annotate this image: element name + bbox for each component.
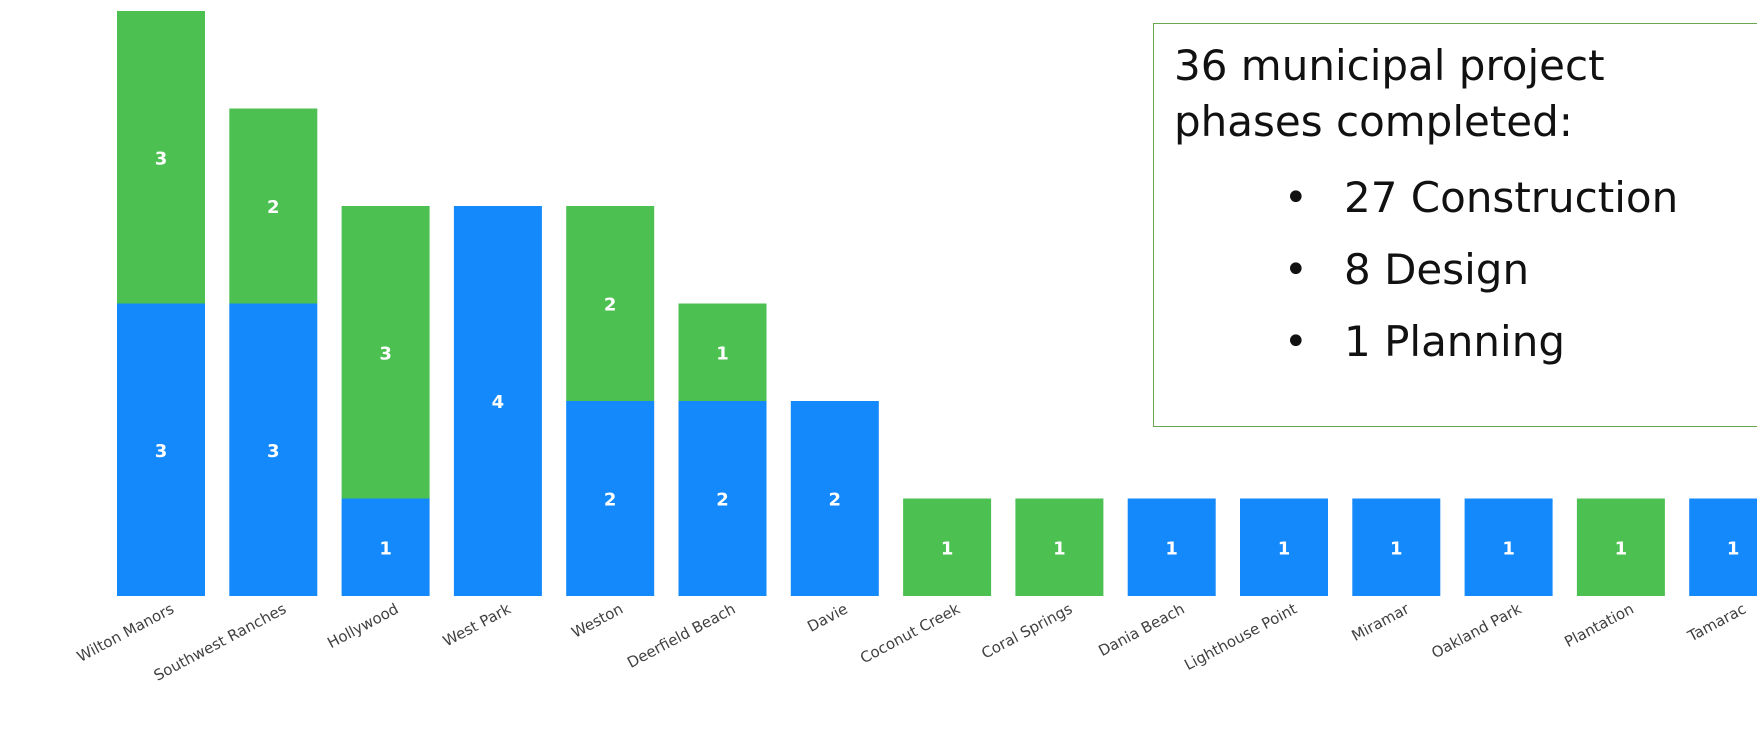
callout-item-label: 1 Planning bbox=[1344, 317, 1565, 366]
callout-item-construction: • 27 Construction bbox=[1284, 162, 1757, 234]
bar-segment bbox=[903, 498, 992, 596]
data-label: 1 bbox=[1727, 538, 1740, 559]
data-label: 1 bbox=[1502, 538, 1515, 559]
callout-item-label: 8 Design bbox=[1344, 245, 1530, 294]
data-label: 2 bbox=[604, 295, 617, 316]
bullet-icon: • bbox=[1284, 175, 1308, 221]
bar-segment bbox=[566, 206, 655, 401]
summary-callout-box: 36 municipal project phases completed: •… bbox=[1153, 23, 1757, 427]
x-tick-label: Plantation bbox=[1561, 600, 1636, 651]
bullet-icon: • bbox=[1284, 247, 1308, 293]
bar-segment bbox=[678, 303, 767, 401]
data-label: 1 bbox=[379, 538, 392, 559]
bar-segment bbox=[1689, 498, 1757, 596]
bar-segment bbox=[1240, 498, 1328, 596]
x-tick-label: Deerfield Beach bbox=[624, 600, 738, 672]
bar-segment bbox=[229, 303, 318, 596]
x-tick-label: Hollywood bbox=[324, 600, 401, 652]
data-label: 1 bbox=[1278, 538, 1291, 559]
data-label: 2 bbox=[267, 197, 280, 218]
x-tick-label: West Park bbox=[440, 599, 514, 650]
bar-segment bbox=[117, 303, 205, 596]
bar-segment bbox=[1015, 498, 1104, 596]
bullet-icon: • bbox=[1284, 319, 1308, 365]
x-tick-label: Miramar bbox=[1349, 599, 1413, 645]
bar-segment bbox=[341, 206, 430, 499]
x-tick-label: Coral Springs bbox=[978, 600, 1075, 663]
callout-list: • 27 Construction • 8 Design • 1 Plannin… bbox=[1174, 162, 1757, 378]
bar-segment bbox=[229, 108, 318, 304]
callout-item-design: • 8 Design bbox=[1284, 234, 1757, 306]
callout-heading: 36 municipal project phases completed: bbox=[1174, 41, 1605, 146]
data-label: 1 bbox=[941, 538, 954, 559]
x-tick-label: Wilton Manors bbox=[74, 600, 177, 666]
x-tick-label: Lighthouse Point bbox=[1181, 600, 1300, 674]
bar-segment bbox=[678, 401, 767, 596]
x-tick-label: Tamarac bbox=[1684, 600, 1749, 646]
data-label: 1 bbox=[1053, 538, 1066, 559]
x-tick-label: Davie bbox=[804, 600, 850, 636]
bar-segment bbox=[1576, 498, 1665, 596]
callout-item-planning: • 1 Planning bbox=[1284, 306, 1757, 378]
data-label: 3 bbox=[267, 441, 280, 462]
data-label: 2 bbox=[716, 490, 729, 511]
bar-segment bbox=[1127, 498, 1216, 596]
data-label: 1 bbox=[716, 343, 729, 364]
bar-segment bbox=[1464, 498, 1553, 596]
bar-segment bbox=[453, 206, 542, 596]
bar-segment bbox=[341, 498, 430, 596]
data-label: 4 bbox=[492, 392, 505, 413]
data-label: 3 bbox=[155, 441, 168, 462]
data-label: 2 bbox=[604, 490, 617, 511]
data-label: 1 bbox=[1615, 538, 1628, 559]
data-label: 1 bbox=[1390, 538, 1403, 559]
bar-segment bbox=[790, 401, 879, 596]
x-tick-label: Coconut Creek bbox=[857, 599, 963, 667]
data-label: 1 bbox=[1165, 538, 1178, 559]
x-tick-label: Dania Beach bbox=[1095, 600, 1187, 660]
data-label: 3 bbox=[379, 343, 392, 364]
x-tick-label: Oakland Park bbox=[1428, 599, 1524, 662]
bar-segment bbox=[1352, 498, 1441, 596]
bar-segment bbox=[117, 11, 205, 304]
data-label: 3 bbox=[155, 148, 168, 169]
callout-item-label: 27 Construction bbox=[1344, 173, 1679, 222]
data-label: 2 bbox=[829, 490, 842, 511]
bar-segment bbox=[566, 401, 655, 596]
x-tick-label: Weston bbox=[569, 600, 627, 642]
